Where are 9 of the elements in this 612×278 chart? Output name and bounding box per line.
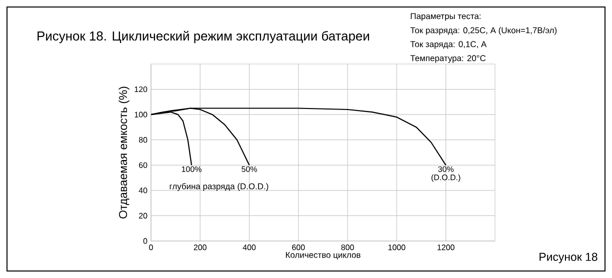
text: Рисунок 18 [540,252,598,264]
y-axis-title: Отдаваемая емкость (%) [118,86,130,218]
text: Параметры теста: [410,13,481,21]
text: Ток заряда: 0,1C, A [410,41,487,49]
x-axis-title: Количество циклов [286,252,360,260]
text: Ток разряда: 0,25C, A (Uкон=1,7В/эл) [410,27,557,35]
annotation: глубина разряда (D.O.D.) [170,183,268,191]
chart-title: Рисунок 18. Циклический режим эксплуатации батареи [38,30,370,44]
text: Температура: 20°C [410,55,486,63]
